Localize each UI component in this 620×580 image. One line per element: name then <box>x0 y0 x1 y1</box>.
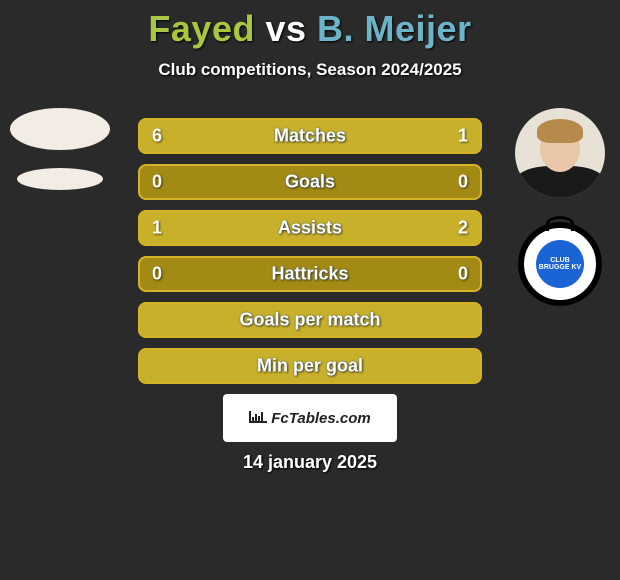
avatar-hair <box>537 119 583 143</box>
subtitle: Club competitions, Season 2024/2025 <box>0 60 620 80</box>
stat-label: Min per goal <box>140 356 480 377</box>
stat-bar-assists: 12Assists <box>138 210 482 246</box>
title: Fayed vs B. Meijer <box>0 0 620 50</box>
stat-label: Assists <box>140 218 480 239</box>
stat-bar-matches: 61Matches <box>138 118 482 154</box>
stat-bar-hattricks: 00Hattricks <box>138 256 482 292</box>
stat-label: Matches <box>140 126 480 147</box>
stat-label: Hattricks <box>140 264 480 285</box>
player1-avatar-placeholder <box>10 108 110 150</box>
title-player2: B. Meijer <box>317 8 472 49</box>
player1-club-placeholder <box>17 168 103 190</box>
stat-bar-goals: 00Goals <box>138 164 482 200</box>
logo-text: FcTables.com <box>271 410 370 427</box>
logo-icon-bars <box>252 412 263 421</box>
comparison-card: Fayed vs B. Meijer Club competitions, Se… <box>0 0 620 580</box>
stat-bar-goals-per-match: Goals per match <box>138 302 482 338</box>
club-badge-text: CLUB BRUGGE KV <box>534 257 586 271</box>
title-vs: vs <box>265 8 306 49</box>
player2-avatar <box>515 108 605 198</box>
left-player-column <box>0 108 120 202</box>
title-player1: Fayed <box>148 8 255 49</box>
stat-label: Goals <box>140 172 480 193</box>
stat-label: Goals per match <box>140 310 480 331</box>
player2-club-badge: CLUB BRUGGE KV <box>518 222 602 306</box>
stat-bars: 61Matches 00Goals 12Assists 00Hattricks Goal… <box>138 118 482 394</box>
right-player-column: CLUB BRUGGE KV <box>500 108 620 306</box>
fctables-logo: FcTables.com <box>223 394 397 442</box>
date: 14 january 2025 <box>0 452 620 473</box>
logo-icon <box>249 411 267 425</box>
stat-bar-min-per-goal: Min per goal <box>138 348 482 384</box>
